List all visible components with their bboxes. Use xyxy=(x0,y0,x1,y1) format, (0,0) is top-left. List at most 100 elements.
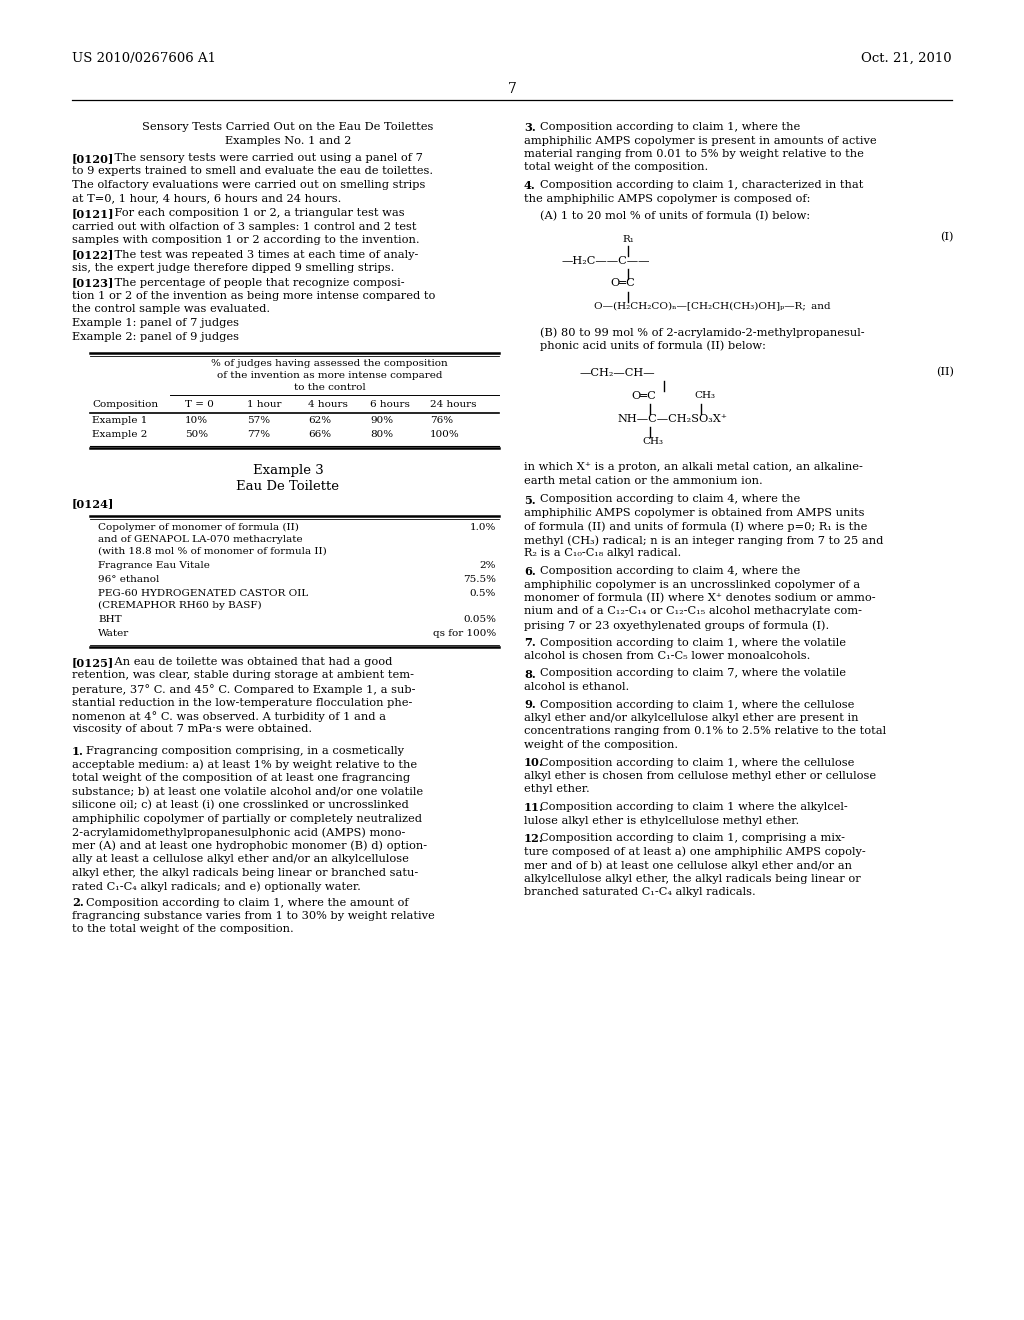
Text: total weight of the composition of at least one fragrancing: total weight of the composition of at le… xyxy=(72,774,411,783)
Text: Oct. 21, 2010: Oct. 21, 2010 xyxy=(861,51,952,65)
Text: phonic acid units of formula (II) below:: phonic acid units of formula (II) below: xyxy=(540,341,766,351)
Text: alkylcellulose alkyl ether, the alkyl radicals being linear or: alkylcellulose alkyl ether, the alkyl ra… xyxy=(524,874,861,883)
Text: 9.: 9. xyxy=(524,700,536,710)
Text: in which X⁺ is a proton, an alkali metal cation, an alkaline-: in which X⁺ is a proton, an alkali metal… xyxy=(524,462,863,473)
Text: Example 1: panel of 7 judges: Example 1: panel of 7 judges xyxy=(72,318,239,327)
Text: 6 hours: 6 hours xyxy=(370,400,410,409)
Text: Composition according to claim 1, where the volatile: Composition according to claim 1, where … xyxy=(540,638,846,648)
Text: 10%: 10% xyxy=(185,416,208,425)
Text: nium and of a C₁₂-C₁₄ or C₁₂-C₁₅ alcohol methacrylate com-: nium and of a C₁₂-C₁₄ or C₁₂-C₁₅ alcohol… xyxy=(524,606,862,616)
Text: R₂ is a C₁₀-C₁₈ alkyl radical.: R₂ is a C₁₀-C₁₈ alkyl radical. xyxy=(524,549,681,558)
Text: An eau de toilette was obtained that had a good: An eau de toilette was obtained that had… xyxy=(100,657,392,667)
Text: 12.: 12. xyxy=(524,833,544,843)
Text: weight of the composition.: weight of the composition. xyxy=(524,741,678,750)
Text: 3.: 3. xyxy=(524,121,536,133)
Text: 4.: 4. xyxy=(524,180,536,191)
Text: 57%: 57% xyxy=(247,416,270,425)
Text: 7.: 7. xyxy=(524,638,536,648)
Text: 2.: 2. xyxy=(72,898,84,908)
Text: stantial reduction in the low-temperature flocculation phe-: stantial reduction in the low-temperatur… xyxy=(72,697,413,708)
Text: For each composition 1 or 2, a triangular test was: For each composition 1 or 2, a triangula… xyxy=(100,209,404,218)
Text: monomer of formula (II) where X⁺ denotes sodium or ammo-: monomer of formula (II) where X⁺ denotes… xyxy=(524,593,876,603)
Text: 6.: 6. xyxy=(524,566,536,577)
Text: O═C: O═C xyxy=(631,391,655,401)
Text: CH₃: CH₃ xyxy=(694,391,715,400)
Text: (II): (II) xyxy=(936,367,954,378)
Text: [0122]: [0122] xyxy=(72,249,115,260)
Text: and of GENAPOL LA-070 methacrylate: and of GENAPOL LA-070 methacrylate xyxy=(98,535,303,544)
Text: 11.: 11. xyxy=(524,803,544,813)
Text: 77%: 77% xyxy=(247,430,270,440)
Text: Composition according to claim 4, where the: Composition according to claim 4, where … xyxy=(540,495,800,504)
Text: 62%: 62% xyxy=(308,416,331,425)
Text: sis, the expert judge therefore dipped 9 smelling strips.: sis, the expert judge therefore dipped 9… xyxy=(72,263,394,273)
Text: alkyl ether, the alkyl radicals being linear or branched satu-: alkyl ether, the alkyl radicals being li… xyxy=(72,867,418,878)
Text: of the invention as more intense compared: of the invention as more intense compare… xyxy=(217,371,442,380)
Text: material ranging from 0.01 to 5% by weight relative to the: material ranging from 0.01 to 5% by weig… xyxy=(524,149,864,158)
Text: 1 hour: 1 hour xyxy=(247,400,282,409)
Text: amphiphilic copolymer is an uncrosslinked copolymer of a: amphiphilic copolymer is an uncrosslinke… xyxy=(524,579,860,590)
Text: 0.05%: 0.05% xyxy=(463,615,496,624)
Text: fragrancing substance varies from 1 to 30% by weight relative: fragrancing substance varies from 1 to 3… xyxy=(72,911,435,921)
Text: O═C: O═C xyxy=(610,279,635,289)
Text: carried out with olfaction of 3 samples: 1 control and 2 test: carried out with olfaction of 3 samples:… xyxy=(72,222,417,231)
Text: ally at least a cellulose alkyl ether and/or an alkylcellulose: ally at least a cellulose alkyl ether an… xyxy=(72,854,409,865)
Text: 80%: 80% xyxy=(370,430,393,440)
Text: Example 2: Example 2 xyxy=(92,430,147,440)
Text: (CREMAPHOR RH60 by BASF): (CREMAPHOR RH60 by BASF) xyxy=(98,601,261,610)
Text: Example 1: Example 1 xyxy=(92,416,147,425)
Text: to 9 experts trained to smell and evaluate the eau de toilettes.: to 9 experts trained to smell and evalua… xyxy=(72,166,433,177)
Text: The olfactory evaluations were carried out on smelling strips: The olfactory evaluations were carried o… xyxy=(72,180,425,190)
Text: BHT: BHT xyxy=(98,615,122,624)
Text: acceptable medium: a) at least 1% by weight relative to the: acceptable medium: a) at least 1% by wei… xyxy=(72,759,417,770)
Text: Composition: Composition xyxy=(92,400,158,409)
Text: ethyl ether.: ethyl ether. xyxy=(524,784,590,795)
Text: R₁: R₁ xyxy=(622,235,634,243)
Text: 0.5%: 0.5% xyxy=(470,589,496,598)
Text: NH—C—CH₂SO₃X⁺: NH—C—CH₂SO₃X⁺ xyxy=(617,414,727,424)
Text: Composition according to claim 4, where the: Composition according to claim 4, where … xyxy=(540,566,800,576)
Text: 76%: 76% xyxy=(430,416,454,425)
Text: [0124]: [0124] xyxy=(72,498,115,510)
Text: 50%: 50% xyxy=(185,430,208,440)
Text: perature, 37° C. and 45° C. Compared to Example 1, a sub-: perature, 37° C. and 45° C. Compared to … xyxy=(72,684,416,694)
Text: PEG-60 HYDROGENATED CASTOR OIL: PEG-60 HYDROGENATED CASTOR OIL xyxy=(98,589,308,598)
Text: 90%: 90% xyxy=(370,416,393,425)
Text: alcohol is ethanol.: alcohol is ethanol. xyxy=(524,682,630,692)
Text: (B) 80 to 99 mol % of 2-acrylamido-2-methylpropanesul-: (B) 80 to 99 mol % of 2-acrylamido-2-met… xyxy=(540,327,864,338)
Text: 4 hours: 4 hours xyxy=(308,400,348,409)
Text: mer and of b) at least one cellulose alkyl ether and/or an: mer and of b) at least one cellulose alk… xyxy=(524,861,852,871)
Text: qs for 100%: qs for 100% xyxy=(433,630,496,638)
Text: 24 hours: 24 hours xyxy=(430,400,476,409)
Text: (with 18.8 mol % of monomer of formula II): (with 18.8 mol % of monomer of formula I… xyxy=(98,546,327,556)
Text: Composition according to claim 1, characterized in that: Composition according to claim 1, charac… xyxy=(540,180,863,190)
Text: US 2010/0267606 A1: US 2010/0267606 A1 xyxy=(72,51,216,65)
Text: 10.: 10. xyxy=(524,758,544,768)
Text: Examples No. 1 and 2: Examples No. 1 and 2 xyxy=(225,136,351,145)
Text: CH₃: CH₃ xyxy=(642,437,663,446)
Text: amphiphilic AMPS copolymer is obtained from AMPS units: amphiphilic AMPS copolymer is obtained f… xyxy=(524,508,864,517)
Text: 1.: 1. xyxy=(72,746,84,756)
Text: to the control: to the control xyxy=(294,383,366,392)
Text: (A) 1 to 20 mol % of units of formula (I) below:: (A) 1 to 20 mol % of units of formula (I… xyxy=(540,211,810,222)
Text: the amphiphilic AMPS copolymer is composed of:: the amphiphilic AMPS copolymer is compos… xyxy=(524,194,810,203)
Text: 100%: 100% xyxy=(430,430,460,440)
Text: The percentage of people that recognize composi-: The percentage of people that recognize … xyxy=(100,277,404,288)
Text: [0125]: [0125] xyxy=(72,657,115,668)
Text: silicone oil; c) at least (i) one crosslinked or uncrosslinked: silicone oil; c) at least (i) one crossl… xyxy=(72,800,409,810)
Text: Composition according to claim 1, where the: Composition according to claim 1, where … xyxy=(540,121,800,132)
Text: alkyl ether is chosen from cellulose methyl ether or cellulose: alkyl ether is chosen from cellulose met… xyxy=(524,771,877,781)
Text: 8.: 8. xyxy=(524,668,536,680)
Text: of formula (II) and units of formula (I) where p=0; R₁ is the: of formula (II) and units of formula (I)… xyxy=(524,521,867,532)
Text: 5.: 5. xyxy=(524,495,536,506)
Text: (I): (I) xyxy=(940,231,954,242)
Text: Composition according to claim 1 where the alkylcel-: Composition according to claim 1 where t… xyxy=(540,803,848,812)
Text: 2%: 2% xyxy=(479,561,496,570)
Text: Composition according to claim 1, where the cellulose: Composition according to claim 1, where … xyxy=(540,758,854,767)
Text: alkyl ether and/or alkylcellulose alkyl ether are present in: alkyl ether and/or alkylcellulose alkyl … xyxy=(524,713,858,723)
Text: [0121]: [0121] xyxy=(72,209,115,219)
Text: The sensory tests were carried out using a panel of 7: The sensory tests were carried out using… xyxy=(100,153,423,162)
Text: The test was repeated 3 times at each time of analy-: The test was repeated 3 times at each ti… xyxy=(100,249,419,260)
Text: —H₂C——C——: —H₂C——C—— xyxy=(562,256,650,265)
Text: amphiphilic AMPS copolymer is present in amounts of active: amphiphilic AMPS copolymer is present in… xyxy=(524,136,877,145)
